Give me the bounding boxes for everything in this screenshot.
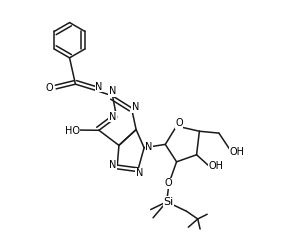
Text: N: N bbox=[109, 112, 116, 122]
Text: O: O bbox=[46, 84, 53, 94]
Text: N: N bbox=[132, 102, 139, 112]
Text: OH: OH bbox=[230, 147, 245, 157]
Text: Si: Si bbox=[164, 197, 174, 207]
Text: N: N bbox=[95, 82, 103, 92]
Text: N: N bbox=[109, 160, 116, 170]
Text: O: O bbox=[175, 118, 183, 128]
Text: O: O bbox=[164, 178, 172, 188]
Text: OH: OH bbox=[208, 161, 223, 171]
Text: HO: HO bbox=[65, 126, 80, 136]
Text: N: N bbox=[145, 142, 152, 152]
Text: N: N bbox=[136, 168, 143, 178]
Text: N: N bbox=[109, 86, 116, 96]
